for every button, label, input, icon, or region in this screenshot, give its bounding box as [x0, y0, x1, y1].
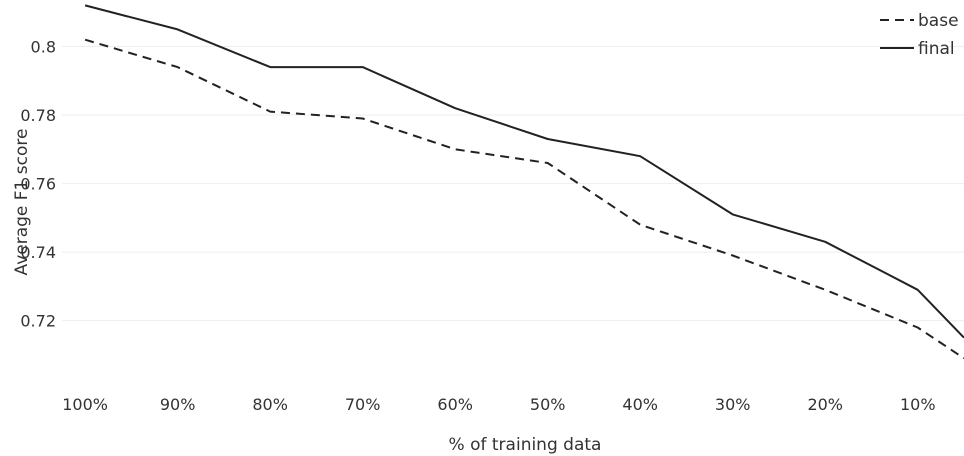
- x-axis-title: % of training data: [449, 435, 602, 455]
- x-tick-label: 40%: [622, 395, 658, 414]
- series-lines: [84, 4, 964, 360]
- x-tick-label: 10%: [900, 395, 936, 414]
- x-tick-label: 30%: [715, 395, 751, 414]
- x-tick-label: 60%: [437, 395, 473, 414]
- y-tick-label: 0.74: [20, 243, 56, 262]
- y-tick-label: 0.72: [20, 312, 56, 331]
- x-tick-label: 50%: [530, 395, 566, 414]
- legend-label-base: base: [918, 11, 959, 31]
- x-tick-label: 90%: [160, 395, 196, 414]
- series-line-final: [84, 4, 964, 339]
- legend: base final: [880, 11, 959, 59]
- legend-label-final: final: [918, 39, 955, 59]
- x-tick-label: 100%: [62, 395, 108, 414]
- y-axis-title: Average F1 score: [12, 129, 32, 276]
- y-tick-label: 0.8: [31, 38, 56, 57]
- series-line-base: [84, 38, 964, 360]
- x-axis-ticks: 100% 90% 80% 70% 60% 50% 40% 30% 20% 10%: [62, 395, 935, 414]
- x-tick-label: 20%: [807, 395, 843, 414]
- x-tick-label: 70%: [345, 395, 381, 414]
- x-tick-label: 80%: [252, 395, 288, 414]
- y-axis-ticks: 0.72 0.74 0.76 0.78 0.8: [20, 38, 56, 331]
- y-tick-label: 0.76: [20, 175, 56, 194]
- grid-lines: [62, 46, 964, 322]
- y-tick-label: 0.78: [20, 106, 56, 125]
